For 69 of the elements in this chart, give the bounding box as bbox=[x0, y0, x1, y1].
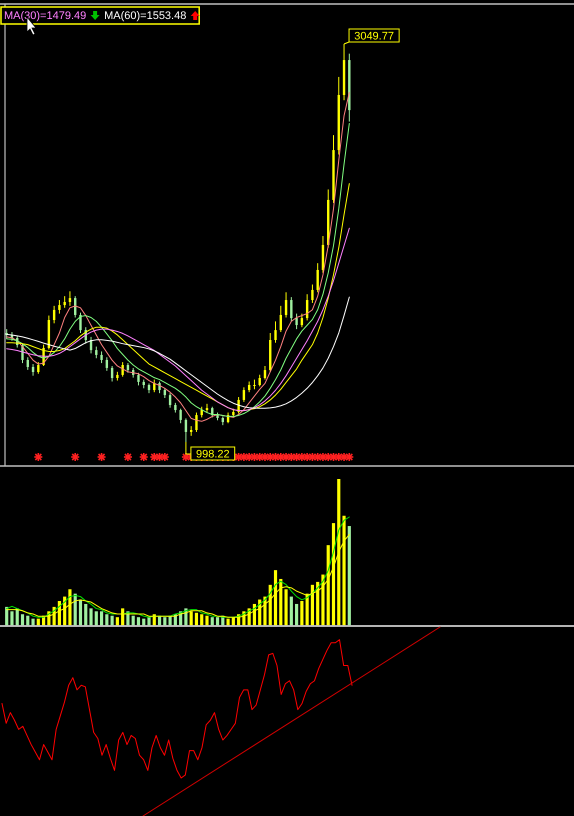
candlestick bbox=[190, 426, 192, 436]
bar bbox=[290, 596, 293, 626]
bar bbox=[205, 616, 209, 626]
bar bbox=[36, 618, 40, 626]
candlestick bbox=[110, 365, 114, 382]
candlestick bbox=[248, 381, 250, 393]
candlestick bbox=[184, 418, 188, 442]
candlestick bbox=[164, 388, 166, 399]
candlestick bbox=[95, 346, 98, 359]
bar bbox=[116, 617, 119, 626]
bar bbox=[136, 617, 140, 626]
bar bbox=[163, 617, 166, 626]
bar bbox=[216, 617, 220, 626]
candlestick bbox=[290, 296, 293, 322]
bar bbox=[20, 614, 24, 626]
bar bbox=[110, 616, 114, 626]
text: 998.22 bbox=[196, 448, 230, 460]
candlestick bbox=[58, 300, 61, 314]
bar bbox=[5, 606, 8, 626]
bar bbox=[31, 618, 35, 626]
bar bbox=[210, 617, 214, 626]
candlestick bbox=[295, 313, 298, 330]
candlestick bbox=[280, 305, 282, 333]
candlestick bbox=[26, 356, 29, 370]
candlestick bbox=[306, 294, 308, 321]
bar bbox=[348, 526, 351, 626]
bar bbox=[78, 600, 82, 626]
candlestick bbox=[311, 284, 314, 304]
candlestick bbox=[168, 392, 172, 408]
candlestick bbox=[106, 356, 108, 372]
bar bbox=[200, 614, 204, 626]
bar bbox=[10, 611, 14, 626]
candlestick bbox=[153, 379, 156, 393]
candlestick bbox=[52, 305, 56, 324]
bar bbox=[74, 594, 77, 626]
bar bbox=[100, 611, 104, 626]
candlestick bbox=[253, 379, 256, 390]
candlestick bbox=[284, 292, 288, 318]
bar bbox=[295, 604, 298, 626]
candlestick bbox=[179, 408, 182, 424]
candlestick bbox=[200, 406, 203, 418]
candlestick bbox=[195, 412, 198, 432]
bar bbox=[84, 604, 88, 626]
bar bbox=[132, 616, 135, 626]
bar bbox=[300, 601, 304, 626]
text: MA(30)=1479.49 bbox=[4, 10, 86, 22]
text: 3049.77 bbox=[354, 30, 394, 42]
text: MA(60)=1553.48 bbox=[104, 10, 186, 22]
candlestick bbox=[63, 296, 66, 308]
candlestick bbox=[211, 406, 214, 418]
candlestick bbox=[316, 262, 319, 293]
candlestick bbox=[68, 290, 72, 306]
candlestick bbox=[100, 350, 103, 364]
candlestick bbox=[242, 386, 246, 402]
bar bbox=[105, 614, 108, 626]
candlestick bbox=[258, 374, 261, 387]
bar bbox=[26, 616, 30, 626]
bar bbox=[89, 608, 93, 626]
bar bbox=[94, 611, 98, 626]
bar bbox=[16, 608, 19, 626]
bar bbox=[284, 589, 288, 626]
candlestick bbox=[174, 402, 177, 414]
candlestick bbox=[37, 362, 40, 374]
candlestick bbox=[126, 362, 130, 374]
candlestick bbox=[300, 313, 304, 328]
bar bbox=[142, 618, 146, 626]
candlestick bbox=[74, 296, 76, 318]
candlestick bbox=[121, 362, 124, 378]
bar bbox=[194, 612, 198, 626]
